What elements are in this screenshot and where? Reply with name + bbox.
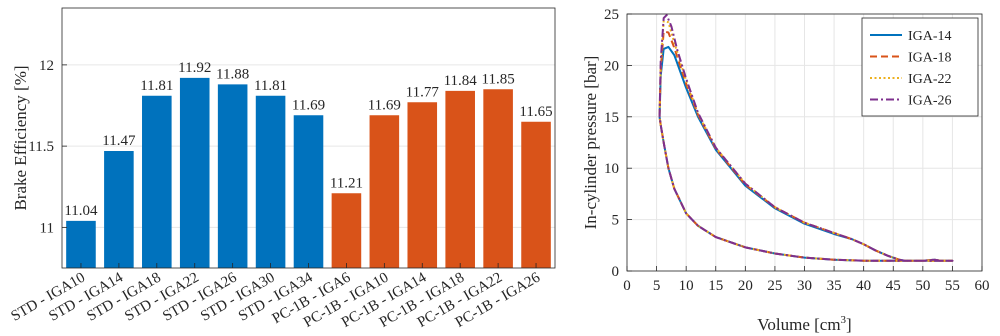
pv-x-tick-label: 45 [886, 278, 901, 294]
bar-data-label: 11.47 [102, 133, 136, 149]
pv-x-tick-label: 25 [767, 278, 782, 294]
pv-x-tick-label: 10 [679, 278, 694, 294]
pv-x-ticks: 0 5 10 15 20 25 30 35 40 45 50 55 60 [623, 266, 990, 294]
pv-y-tick-label: 25 [604, 7, 619, 23]
bar [483, 89, 513, 268]
bar-data-label: 11.77 [406, 84, 440, 100]
bar-y-tick-label: 11 [40, 220, 54, 236]
pv-x-axis-label-superscript: 3 [841, 314, 847, 326]
bar-data-label: 11.85 [482, 71, 515, 87]
pv-y-tick-label: 20 [604, 58, 619, 74]
pv-x-tick-label: 30 [797, 278, 812, 294]
bar-data-label: 11.88 [216, 66, 249, 82]
bar [104, 151, 134, 268]
bar [217, 84, 248, 268]
bar-data-label: 11.21 [330, 175, 363, 191]
bar-data-label: 11.84 [444, 73, 478, 89]
pv-x-tick-label: 40 [856, 278, 871, 294]
bar-data-label: 11.92 [178, 60, 211, 76]
bar-data-label: 11.69 [292, 97, 325, 113]
bar [445, 90, 475, 268]
pv-x-axis-label: Volume [cm3] [757, 314, 851, 334]
bar-data-label: 11.65 [519, 104, 552, 120]
bar-data-label: 11.81 [254, 78, 287, 94]
pv-y-ticks: 0 5 10 15 20 25 [604, 7, 632, 280]
pv-y-tick-label: 5 [612, 213, 620, 229]
pv-legend: IGA-14 IGA-18 IGA-22 IGA-26 [861, 17, 979, 117]
pv-y-axis-label: In-cylinder pressure [bar] [581, 56, 600, 230]
pv-series [658, 14, 954, 262]
bar-chart-panel: 11.04 11.47 11.81 11.92 11.88 11.81 11.69 11.21… [9, 7, 556, 331]
pv-legend-items: IGA-14 IGA-18 IGA-22 IGA-26 [870, 29, 952, 109]
pv-x-tick-label: 20 [738, 278, 753, 294]
pv-x-tick-label: 5 [653, 278, 661, 294]
pv-y-tick-label: 10 [604, 161, 619, 177]
bar [66, 220, 96, 268]
pv-legend-label: IGA-22 [908, 72, 952, 87]
bar [179, 77, 210, 268]
bar [369, 115, 400, 268]
pv-y-tick-label: 15 [604, 110, 619, 126]
pv-chart-panel: 0 5 10 15 20 25 0 5 10 15 20 25 30 35 40 45 50 55 60 In-c… [581, 7, 990, 334]
pv-x-tick-label: 15 [708, 278, 723, 294]
pv-series-line-iga-18 [658, 30, 954, 262]
pv-y-tick-label: 0 [612, 264, 620, 280]
bar-y-axis-label: Brake Efficiency [%] [11, 65, 30, 210]
bar [255, 95, 286, 268]
pv-x-axis-label-main: Volume [cm [757, 315, 840, 334]
bar [407, 102, 438, 268]
pv-x-tick-label: 55 [945, 278, 960, 294]
pv-x-tick-label: 60 [975, 278, 990, 294]
bar-data-label: 11.04 [64, 203, 98, 219]
bar-y-tick-label: 12 [39, 58, 54, 74]
bar-data-labels: 11.04 11.47 11.81 11.92 11.88 11.81 11.69 11.21… [64, 60, 552, 219]
pv-series-line-iga-26 [658, 14, 954, 262]
bar-data-label: 11.69 [368, 97, 401, 113]
pv-legend-label: IGA-14 [908, 29, 952, 44]
pv-x-tick-label: 35 [827, 278, 842, 294]
bar-series [66, 77, 551, 268]
pv-x-tick-label: 0 [623, 278, 631, 294]
bar [331, 193, 362, 268]
bar [142, 95, 172, 268]
bar-y-tick-label: 11.5 [28, 139, 54, 155]
pv-x-tick-label: 50 [915, 278, 930, 294]
bar [293, 115, 324, 268]
pv-series-line-iga-22 [658, 20, 954, 262]
bar-data-label: 11.81 [140, 78, 173, 94]
pv-legend-label: IGA-18 [908, 51, 952, 66]
bar-y-ticks: 11 11.5 12 [28, 58, 67, 236]
pv-x-axis-label-end: ] [846, 315, 852, 334]
bar [521, 121, 551, 268]
pv-legend-label: IGA-26 [908, 94, 952, 109]
